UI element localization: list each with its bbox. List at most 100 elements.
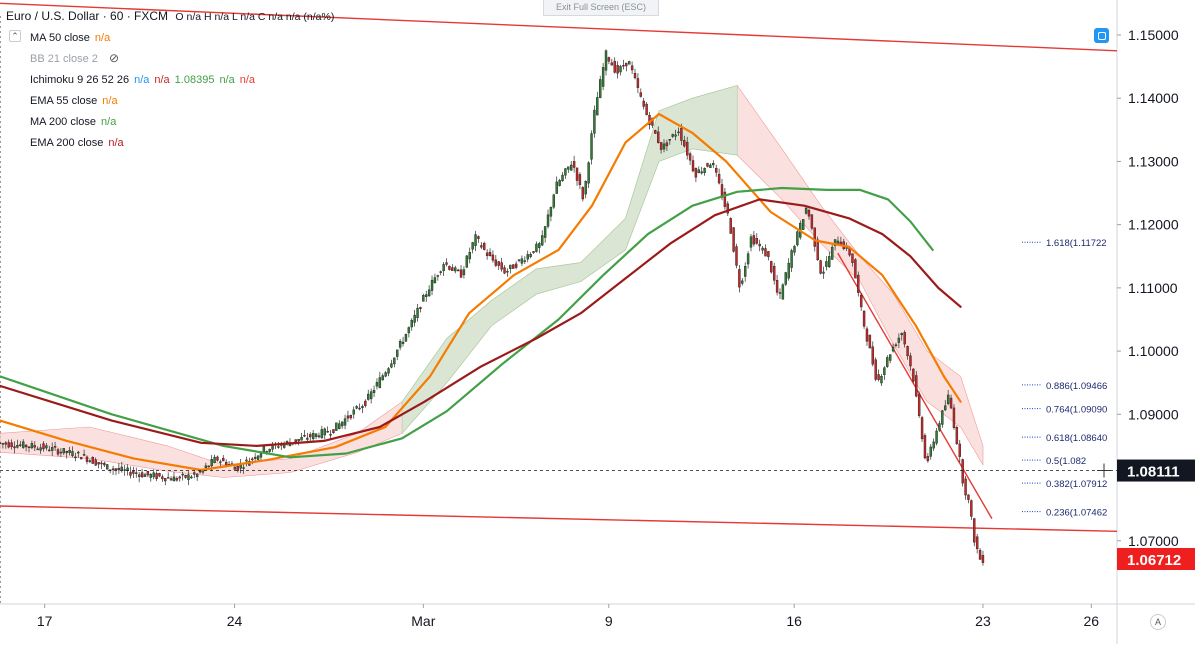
candle-down [816,239,819,261]
candle-down [903,332,906,345]
indicator-row[interactable]: Ichimoku 9 26 52 26 n/a n/a 1.08395 n/a n/a [0,70,334,91]
candle-down [439,271,442,273]
candle-down [132,470,135,474]
indicator-value: n/a [94,32,111,44]
candle-down [874,359,877,380]
candle-down [926,456,930,462]
candle-up [372,390,376,393]
candle-up [137,474,141,477]
candle-up [123,469,126,471]
trend-line [0,505,1118,532]
candle-up [88,460,92,462]
exit-fullscreen-button[interactable]: Exit Full Screen (ESC) [543,0,659,16]
candle-up [106,464,109,470]
trend-line [0,2,1118,52]
candle-down [491,254,495,261]
candle-up [590,133,593,160]
hidden-eye-icon[interactable]: ⊘ [109,51,120,65]
candle-up [384,372,387,377]
x-tick-label: 16 [786,613,802,629]
indicator-name: BB 21 close 2 [30,53,98,65]
trend-line [837,252,993,519]
candle-up [784,272,787,285]
indicator-row[interactable]: EMA 200 close n/a [0,133,334,154]
candle-down [56,449,60,455]
candle-up [793,246,796,253]
y-tick-label: 1.07000 [1128,533,1179,549]
candle-up [749,236,753,248]
candle-up [535,243,538,252]
candle-up [897,337,901,343]
auto-scale-button[interactable]: A [1150,614,1166,630]
candle-down [358,407,361,410]
x-tick-label: 24 [227,613,243,629]
indicator-row[interactable]: EMA 55 close n/a [0,91,334,112]
candle-down [854,259,857,279]
y-tick-label: 1.15000 [1128,27,1179,43]
indicator-row[interactable]: MA 50 close n/a [0,28,334,49]
candle-down [949,397,953,409]
candle-down [665,142,669,147]
candle-up [741,280,744,284]
candle-down [630,65,634,71]
current-price-label: 1.08111 [1127,464,1180,481]
candle-down [714,167,718,173]
candle-down [622,65,625,67]
alert-badge-icon[interactable] [1094,28,1109,43]
candle-down [346,415,350,419]
collapse-legend-icon[interactable]: ⌃ [9,30,21,42]
candle-down [500,262,503,270]
candle-down [169,478,173,481]
candle-down [111,468,115,471]
candle-up [401,341,405,344]
symbol-title[interactable]: Euro / U.S. Dollar · 60 · FXCM O n/a H n… [0,6,334,28]
candle-down [723,191,727,207]
indicator-value: n/a [154,74,170,86]
candle-down [955,427,959,444]
indicator-name: EMA 200 close [30,137,104,149]
candle-down [857,274,860,293]
indicator-name: MA 50 close [30,32,90,44]
candle-up [465,255,469,268]
candle-down [633,72,637,79]
candle-down [735,246,738,266]
candle-up [407,327,411,334]
candle-up [932,441,935,449]
candle-up [410,319,413,328]
indicator-value: n/a [134,74,150,86]
candle-down [514,263,518,268]
candle-up [268,448,271,452]
candle-up [546,214,550,227]
candle-up [709,164,712,168]
candle-down [810,214,814,229]
candle-down [581,187,585,200]
crosshair-plus-icon [1097,463,1111,478]
candle-down [920,417,924,440]
candle-down [451,267,454,271]
candle-down [251,458,254,461]
candle-down [317,435,321,438]
indicator-value: n/a [219,74,235,86]
candle-down [13,446,16,449]
candle-down [332,429,335,434]
candle-down [865,328,869,342]
candle-down [158,473,161,477]
candle-down [79,457,83,460]
candle-up [45,445,48,449]
candle-down [578,174,582,185]
indicator-row[interactable]: MA 200 close n/a [0,112,334,133]
candle-up [935,430,938,444]
candle-up [1,443,5,445]
candle-up [436,275,440,277]
candle-up [187,474,190,480]
candle-down [610,62,614,66]
candle-up [567,166,570,170]
candle-down [497,261,500,266]
candle-up [790,250,793,268]
candle-up [381,375,384,381]
indicator-row[interactable]: BB 21 close 2 [0,49,334,70]
candle-down [906,346,909,357]
candle-up [944,405,947,411]
